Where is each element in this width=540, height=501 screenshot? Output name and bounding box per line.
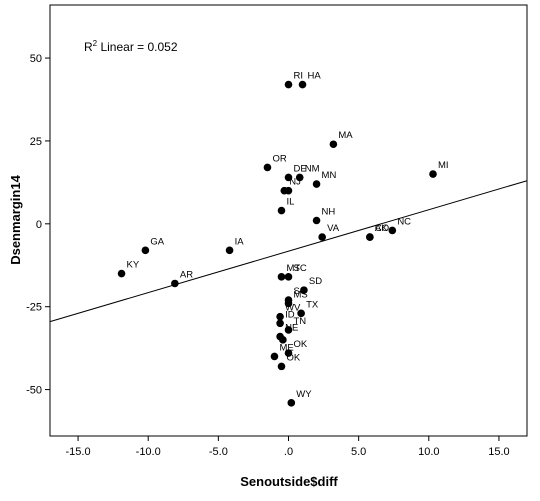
x-tick-label: 5.0 (351, 446, 366, 458)
point-label: AR (180, 269, 193, 280)
point-label: VA (327, 223, 340, 234)
y-tick-label: 0 (36, 219, 42, 231)
point-label: MI (438, 160, 449, 171)
point-label: ID (285, 309, 295, 320)
data-point (284, 80, 293, 89)
point-label: RI (294, 71, 304, 82)
point-label: MN (322, 170, 337, 181)
data-point (300, 286, 308, 294)
point-label: IA (235, 236, 245, 247)
data-point (388, 226, 397, 235)
y-axis: 50 25 0 -25 -50 (26, 53, 50, 397)
data-point (171, 279, 179, 288)
point-label: AK (375, 223, 388, 234)
r2-annotation: R2 Linear = 0.052 (84, 39, 178, 54)
data-points (117, 80, 437, 407)
data-point (295, 173, 304, 182)
data-point (225, 246, 234, 255)
x-tick-label: 10.0 (418, 446, 439, 458)
r2-text: Linear = 0.052 (97, 40, 178, 54)
point-label: NC (397, 216, 411, 227)
data-point (277, 273, 286, 281)
point-label: WY (296, 389, 312, 400)
point-label: TX (306, 299, 319, 310)
data-point (263, 163, 272, 172)
data-point (276, 319, 284, 328)
data-point (429, 170, 437, 178)
data-point (298, 80, 307, 89)
data-point (284, 173, 293, 182)
y-tick-label: 25 (30, 136, 42, 148)
x-tick-label: .0 (284, 446, 293, 458)
data-point (329, 140, 338, 149)
point-label: MA (338, 130, 353, 141)
data-point (117, 269, 126, 278)
x-axis-title: Senoutside$diff (240, 474, 338, 489)
point-label: GA (150, 236, 164, 247)
data-point (270, 352, 279, 361)
data-point (284, 326, 293, 334)
data-point (276, 312, 284, 321)
data-point (284, 273, 293, 281)
data-point (312, 180, 321, 188)
point-label: SC (294, 286, 307, 297)
point-label: NH (322, 207, 336, 218)
data-point (279, 336, 287, 344)
point-label: TN (294, 316, 307, 327)
r2-prefix: R (84, 40, 93, 54)
data-point (284, 299, 293, 308)
data-point (284, 349, 293, 357)
data-point (284, 186, 293, 195)
y-tick-label: -25 (26, 302, 42, 314)
point-label: WV (285, 303, 301, 314)
fit-line (49, 180, 528, 323)
x-tick-label: -5.0 (209, 446, 228, 458)
point-label: NM (305, 163, 320, 174)
point-label: SC (294, 263, 307, 274)
data-point (141, 246, 150, 255)
plot-frame (49, 4, 528, 437)
data-point (366, 233, 374, 241)
data-point (312, 216, 321, 225)
point-label: MT (286, 263, 300, 274)
r2-superscript: 2 (93, 39, 98, 48)
point-label: OK (294, 339, 308, 350)
data-point (277, 206, 286, 215)
y-axis-title: Dsenmargin14 (8, 174, 23, 264)
y-tick-label: 50 (30, 53, 42, 65)
y-tick-label: -50 (26, 385, 42, 397)
point-label: CO (375, 223, 389, 234)
data-point (297, 309, 305, 318)
point-label: NJ (289, 177, 301, 188)
point-label: NE (285, 323, 298, 334)
x-tick-label: -15.0 (66, 446, 91, 458)
point-label: KY (127, 260, 140, 271)
point-label: SD (309, 276, 322, 287)
point-label: DE (294, 163, 307, 174)
data-point (277, 362, 286, 371)
x-axis: -15.0 -10.0 -5.0 .0 5.0 10.0 15.0 (66, 436, 510, 458)
point-label: OR (272, 153, 286, 164)
point-label: MS (294, 289, 308, 300)
x-tick-label: -10.0 (136, 446, 161, 458)
point-label: OK (286, 352, 300, 363)
data-point (318, 233, 326, 241)
data-point (287, 399, 296, 407)
point-label: HA (308, 71, 322, 82)
point-label: ME (279, 342, 293, 353)
x-tick-label: 15.0 (488, 446, 509, 458)
point-label: IL (286, 197, 294, 208)
